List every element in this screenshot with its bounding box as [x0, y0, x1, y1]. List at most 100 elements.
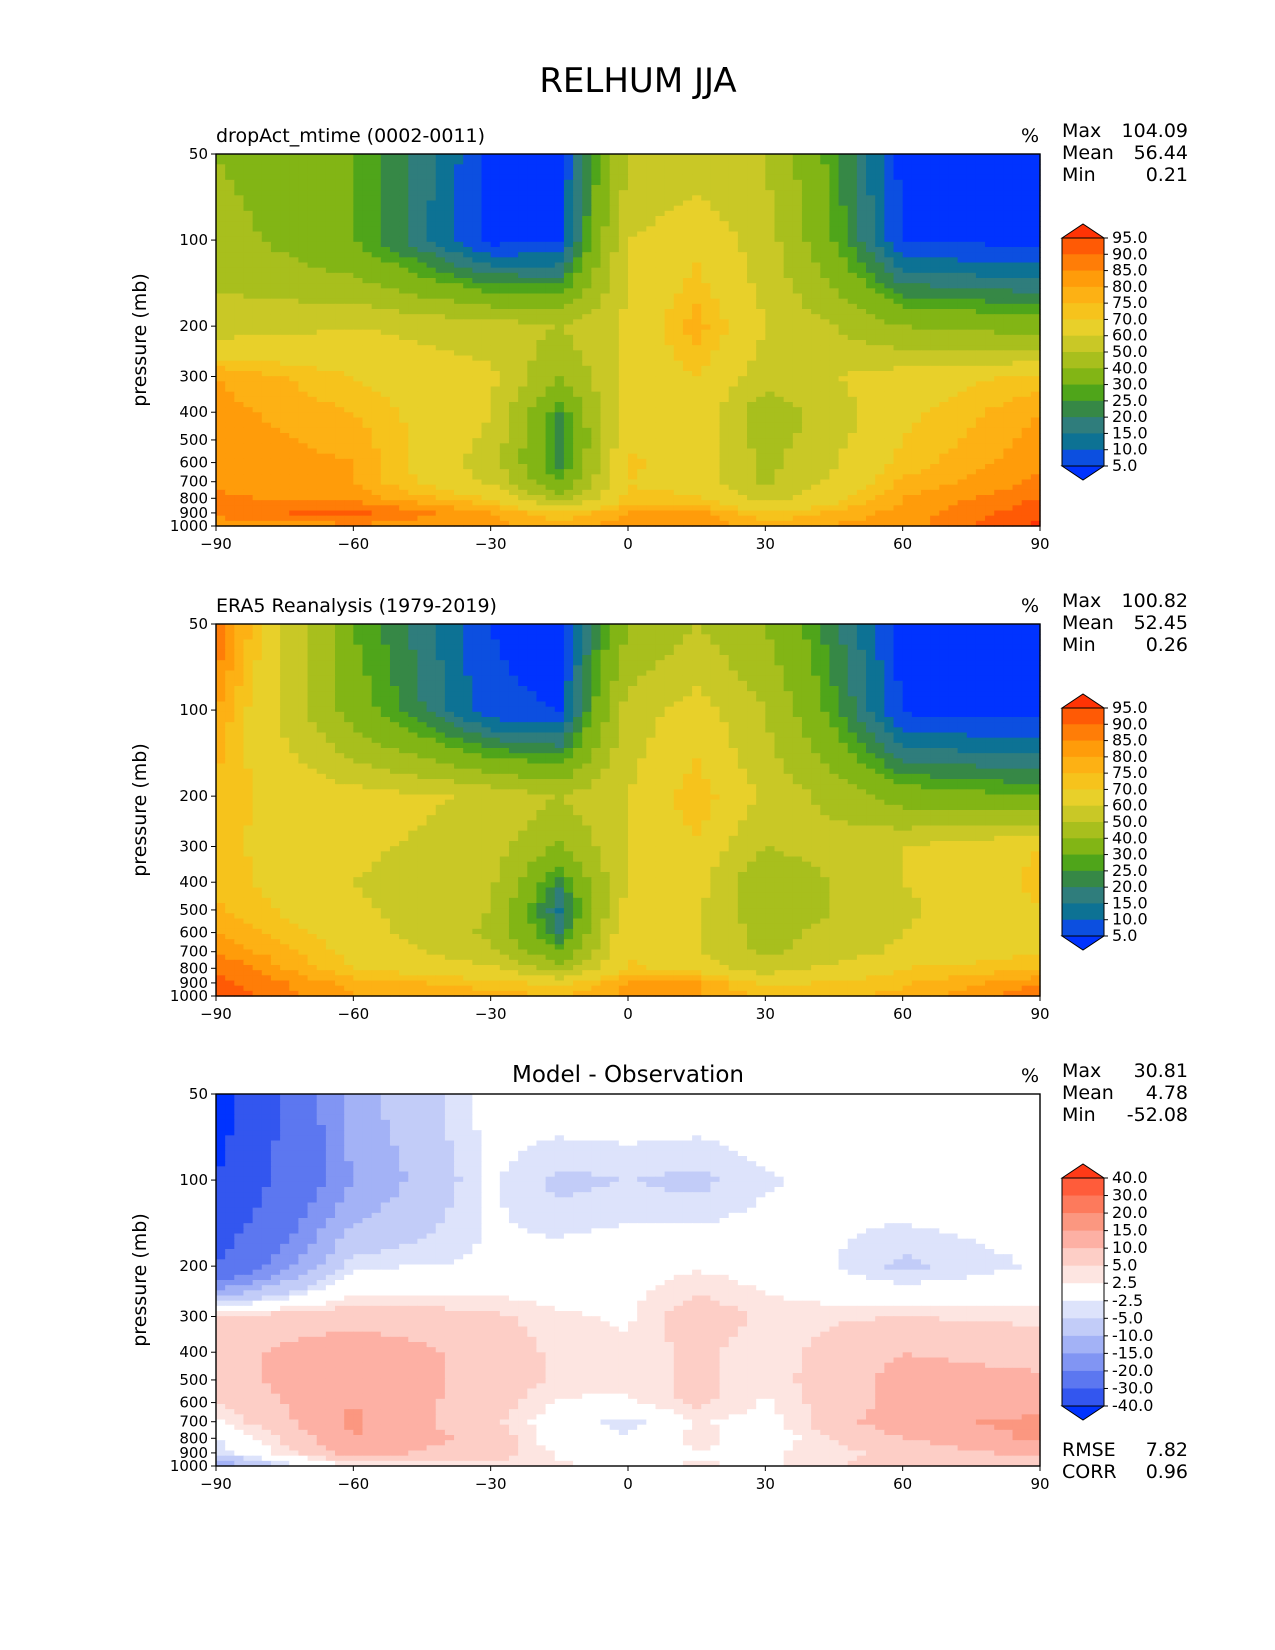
- contour-cell: [1012, 159, 1023, 165]
- contour-cell: [1030, 252, 1041, 258]
- contour-cell: [774, 179, 785, 186]
- contour-cell: [380, 293, 391, 300]
- contour-cell: [783, 288, 794, 295]
- contour-cell: [701, 329, 711, 336]
- contour-cell: [573, 386, 583, 393]
- contour-cell: [957, 200, 968, 207]
- contour-cell: [280, 334, 290, 341]
- contour-cell: [518, 195, 528, 202]
- contour-cell: [280, 252, 290, 258]
- contour-cell: [682, 293, 693, 300]
- contour-cell: [444, 329, 455, 336]
- contour-cell: [344, 417, 354, 424]
- contour-cell: [930, 195, 940, 202]
- contour-cell: [838, 293, 849, 300]
- contour-cell: [884, 236, 895, 243]
- contour-cell: [582, 381, 592, 388]
- contour-cell: [344, 226, 354, 233]
- contour-cell: [966, 402, 977, 408]
- contour-cell: [380, 226, 391, 233]
- contour-cell: [243, 329, 254, 336]
- contour-cell: [270, 427, 281, 434]
- contour-cell: [856, 185, 867, 191]
- contour-cell: [243, 231, 254, 238]
- contour-cell: [591, 236, 602, 243]
- contour-cell: [307, 200, 318, 207]
- contour-cell: [554, 174, 565, 181]
- contour-cell: [554, 324, 565, 331]
- contour-cell: [563, 185, 574, 191]
- contour-cell: [518, 169, 528, 176]
- contour-cell: [838, 200, 849, 207]
- contour-cell: [801, 402, 812, 408]
- contour-cell: [628, 298, 638, 305]
- contour-cell: [435, 226, 446, 233]
- contour-cell: [737, 334, 748, 341]
- contour-cell: [847, 179, 858, 186]
- contour-cell: [280, 396, 290, 403]
- contour-cell: [499, 231, 510, 238]
- contour-cell: [536, 190, 547, 196]
- contour-cell: [591, 309, 602, 315]
- contour-cell: [508, 433, 519, 439]
- contour-cell: [582, 345, 592, 351]
- contour-cell: [252, 159, 263, 165]
- contour-cell: [829, 221, 840, 227]
- contour-cell: [499, 371, 510, 377]
- contour-cell: [344, 365, 354, 372]
- contour-cell: [490, 427, 501, 434]
- contour-cell: [371, 179, 382, 186]
- contour-cell: [765, 205, 776, 212]
- contour-cell: [957, 216, 968, 222]
- contour-cell: [270, 185, 281, 191]
- contour-cell: [692, 231, 702, 238]
- contour-cell: [655, 210, 666, 217]
- contour-cell: [307, 288, 318, 295]
- contour-cell: [1012, 252, 1023, 258]
- contour-cell: [380, 381, 391, 388]
- contour-cell: [710, 185, 721, 191]
- contour-cell: [783, 329, 794, 336]
- contour-cell: [856, 236, 867, 243]
- contour-cell: [573, 329, 583, 336]
- contour-cell: [728, 195, 739, 202]
- contour-cell: [408, 422, 419, 429]
- contour-cell: [975, 210, 986, 217]
- contour-cell: [618, 340, 629, 346]
- contour-cell: [289, 252, 299, 258]
- contour-cell: [444, 350, 455, 357]
- contour-cell: [747, 417, 757, 424]
- contour-cell: [435, 350, 446, 357]
- contour-cell: [490, 402, 501, 408]
- contour-cell: [948, 195, 959, 202]
- contour-cell: [783, 293, 794, 300]
- contour-cell: [637, 154, 647, 160]
- contour-cell: [591, 179, 602, 186]
- contour-cell: [948, 205, 959, 212]
- contour-cell: [454, 319, 464, 326]
- contour-cell: [216, 355, 226, 362]
- contour-cell: [847, 185, 858, 191]
- contour-cell: [344, 334, 354, 341]
- contour-cell: [399, 381, 409, 388]
- contour-cell: [774, 226, 785, 233]
- contour-cell: [975, 391, 986, 398]
- contour-cell: [792, 190, 803, 196]
- contour-cell: [225, 433, 235, 439]
- contour-cell: [591, 226, 602, 233]
- contour-cell: [472, 288, 483, 295]
- contour-cell: [573, 381, 583, 388]
- contour-cell: [728, 303, 739, 310]
- contour-cell: [737, 314, 748, 320]
- contour-cell: [225, 236, 235, 243]
- contour-cell: [856, 195, 867, 202]
- contour-cell: [335, 169, 345, 176]
- contour-cell: [252, 360, 263, 367]
- contour-cell: [335, 324, 345, 331]
- contour-cell: [1030, 210, 1041, 217]
- contour-cell: [1030, 427, 1041, 434]
- contour-cell: [380, 355, 391, 362]
- contour-cell: [747, 288, 757, 295]
- contour-cell: [472, 195, 483, 202]
- contour-cell: [536, 396, 547, 403]
